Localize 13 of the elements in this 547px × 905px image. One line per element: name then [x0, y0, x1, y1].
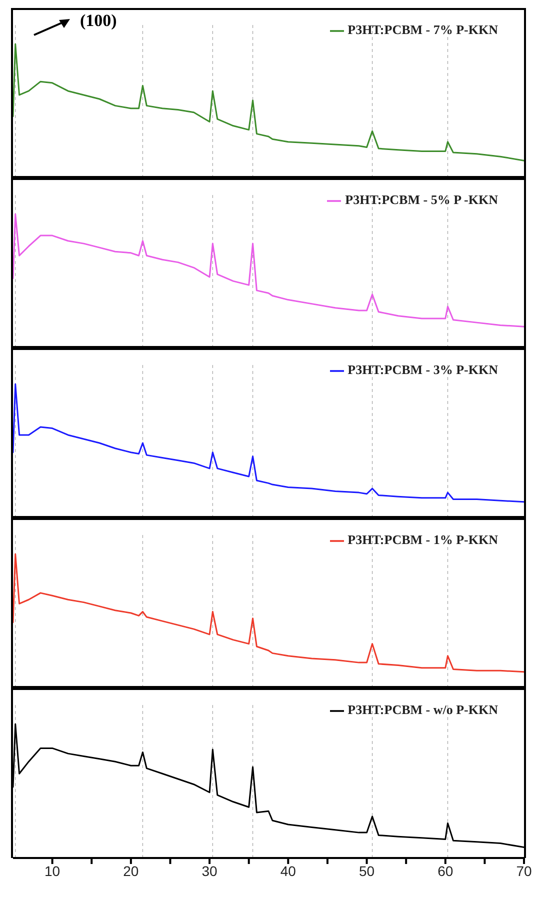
x-tick-label: 50 — [358, 862, 375, 879]
text: (100) — [80, 11, 117, 31]
legend-label: P3HT:PCBM - 3% P-KKN — [348, 362, 498, 377]
legend-label: P3HT:PCBM - 7% P-KKN — [348, 22, 498, 37]
x-tick-label: 40 — [280, 862, 296, 879]
x-tick-label: 30 — [202, 862, 218, 879]
legend-label: P3HT:PCBM - 5% P -KKN — [345, 192, 498, 207]
x-tick-label: 70 — [516, 862, 532, 879]
x-tick-label: 20 — [123, 862, 139, 879]
x-tick-label: 60 — [438, 862, 454, 879]
legend-label: P3HT:PCBM - w/o P-KKN — [348, 702, 498, 717]
x-tick-label: 10 — [44, 862, 60, 879]
legend-label: P3HT:PCBM - 1% P-KKN — [348, 532, 498, 547]
